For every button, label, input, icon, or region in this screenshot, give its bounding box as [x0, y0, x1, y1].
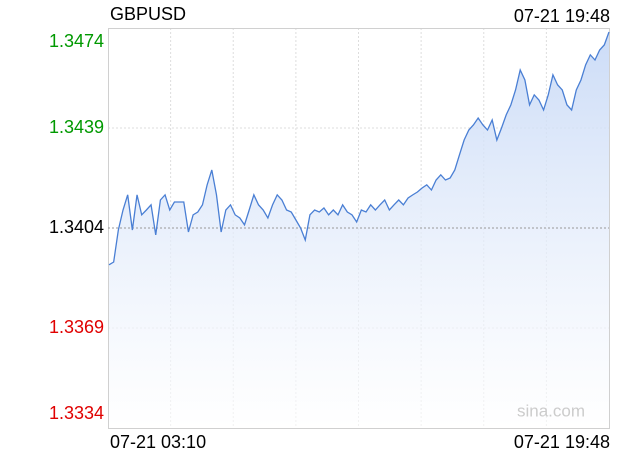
chart-title: GBPUSD: [110, 4, 186, 24]
price-line: [108, 31, 610, 266]
timestamp: 07-21 19:48: [514, 6, 610, 26]
x-end-label: 07-21 19:48: [514, 432, 610, 452]
y-tick-label: 1.3404: [49, 217, 104, 237]
x-start-label: 07-21 03:10: [110, 432, 206, 452]
y-tick-label: 1.3439: [49, 117, 104, 137]
y-tick-label: 1.3334: [49, 403, 104, 423]
y-tick-label: 1.3369: [49, 317, 104, 337]
watermark: sina.com: [517, 401, 585, 420]
y-tick-label: 1.3474: [49, 31, 104, 51]
area: [109, 32, 609, 428]
